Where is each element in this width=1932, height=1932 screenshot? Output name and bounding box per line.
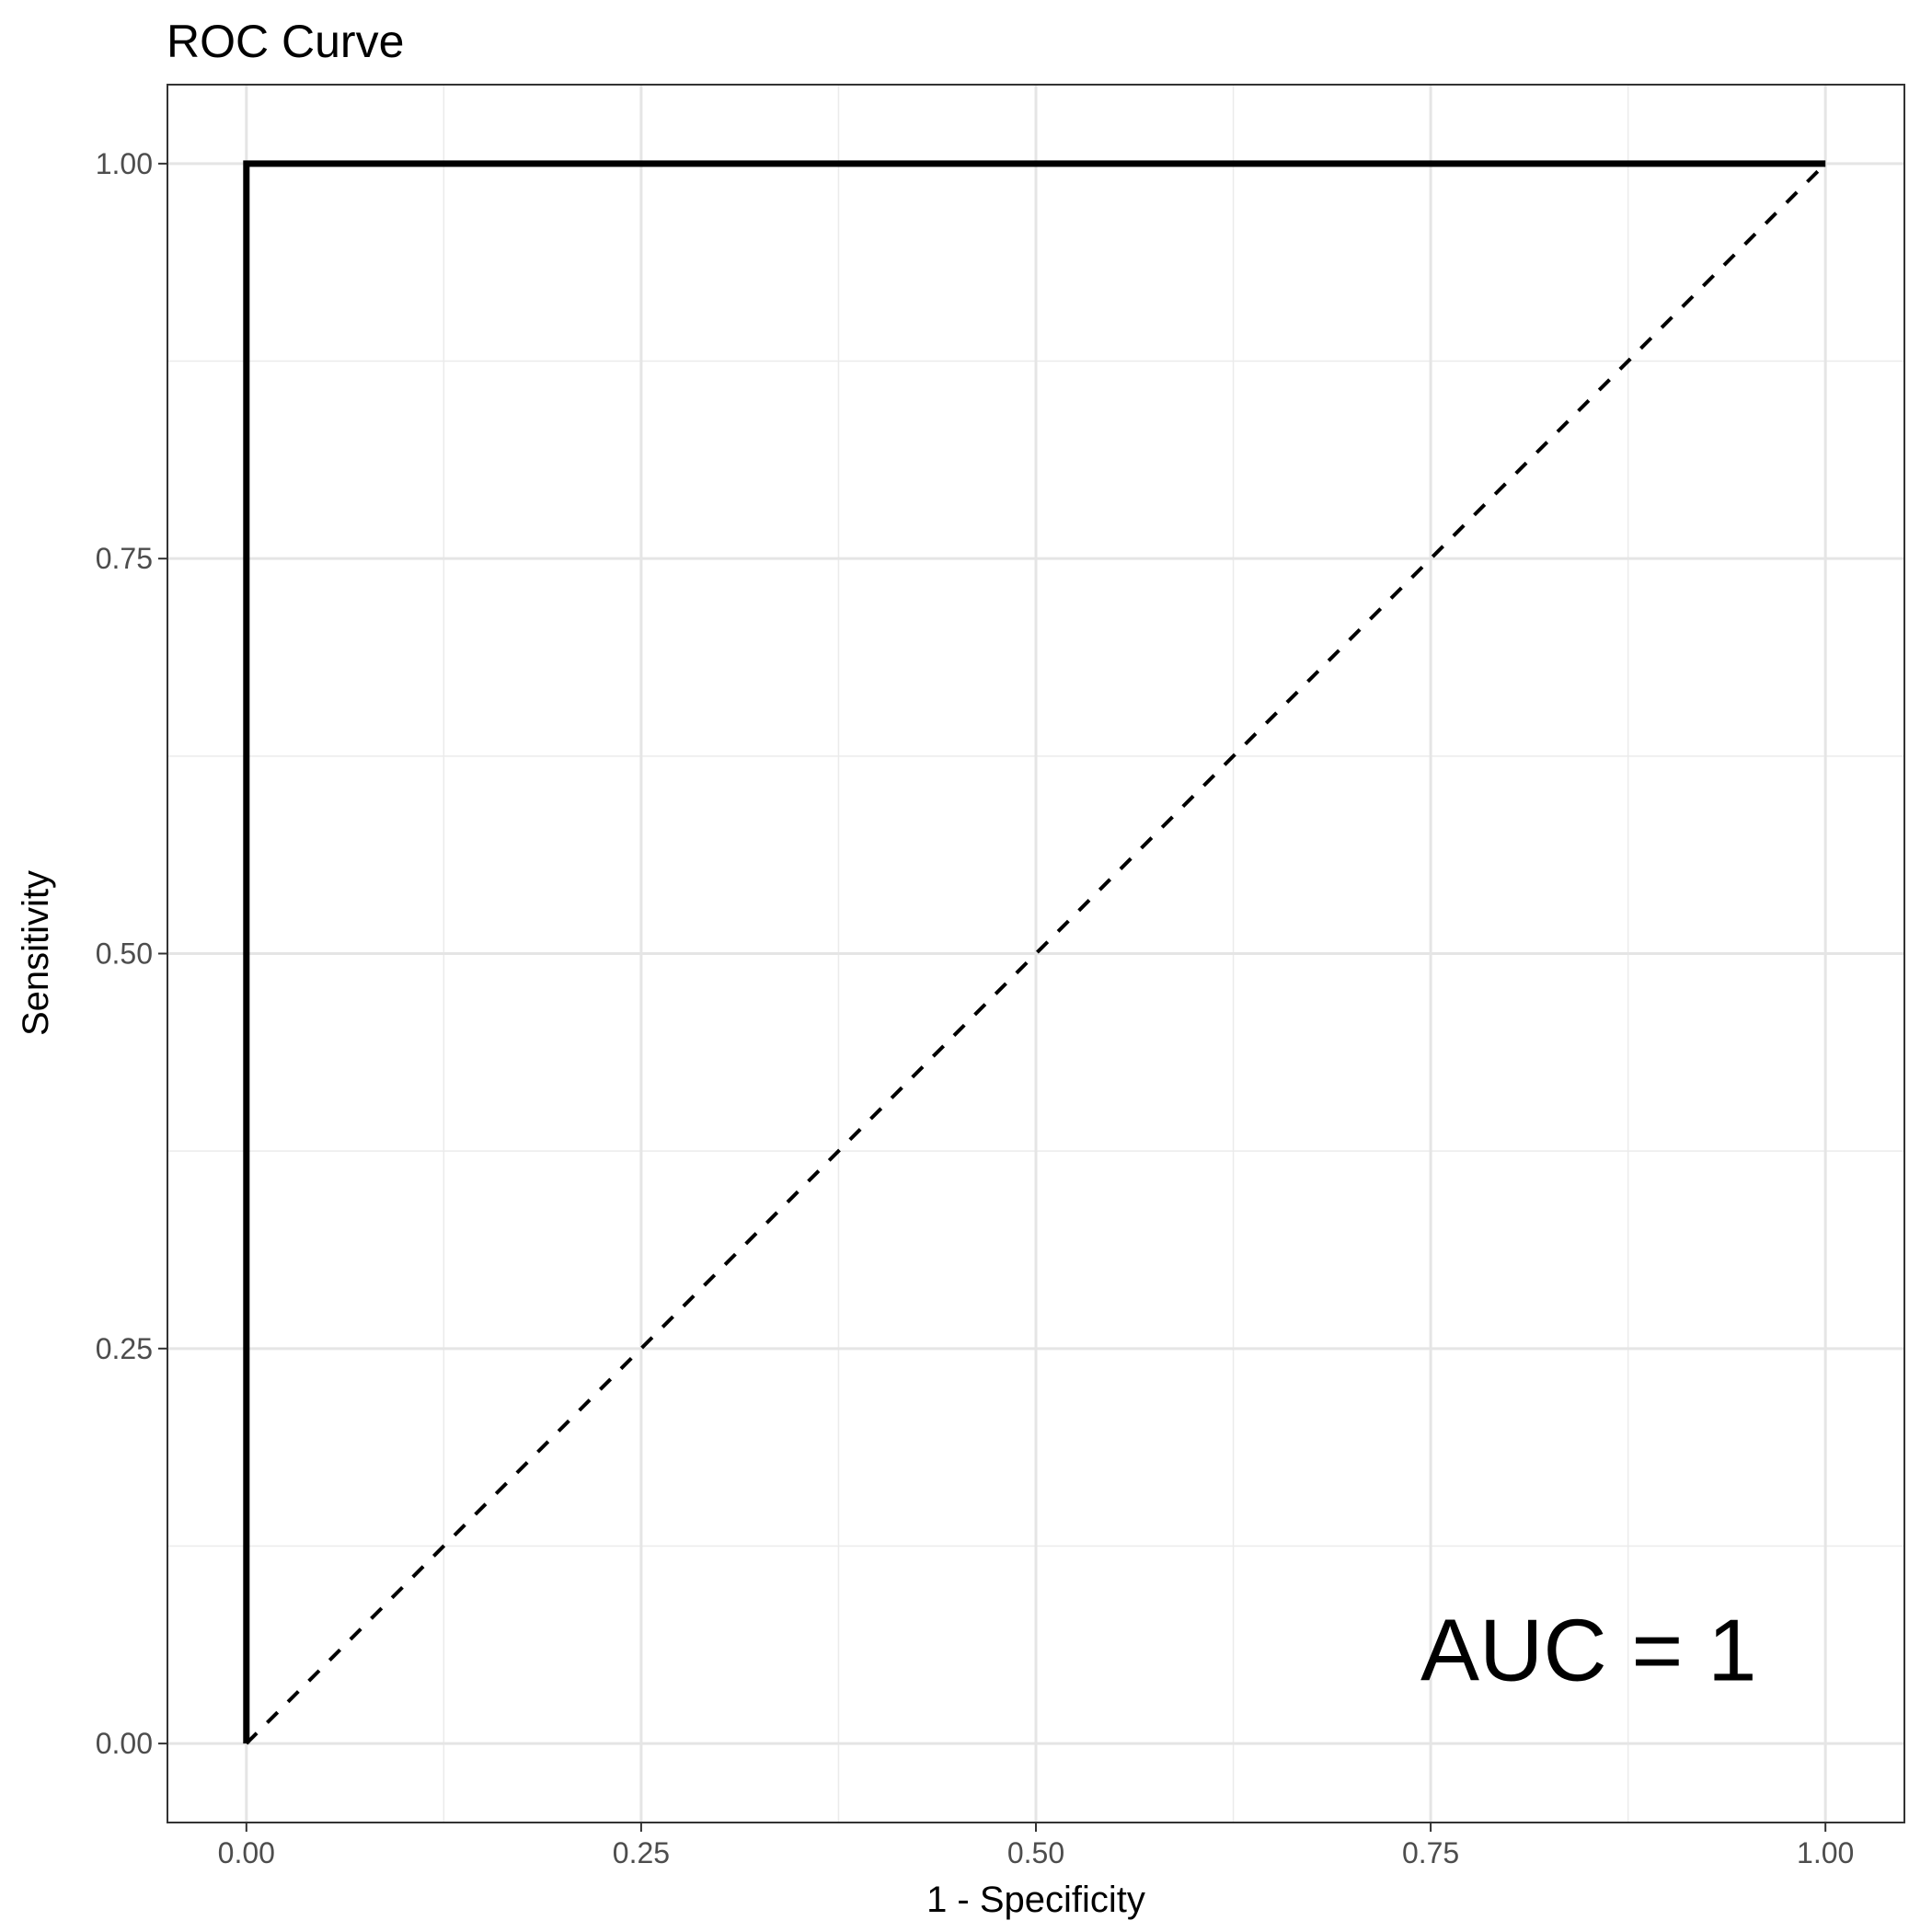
roc-curve-line [243,160,1826,1744]
x-tick-label: 0.25 [613,1836,670,1869]
x-tick-label: 0.00 [218,1836,275,1869]
x-tick-label: 0.75 [1402,1836,1459,1869]
y-axis-title: Sensitivity [16,870,56,1036]
plot-series [243,160,1827,1745]
chart-title: ROC Curve [167,16,404,67]
y-tick-label: 0.00 [96,1727,153,1760]
y-tick-label: 1.00 [96,147,153,180]
annotations: AUC = 1 [1420,1601,1756,1699]
auc-annotation: AUC = 1 [1420,1601,1756,1699]
y-tick-label: 0.75 [96,542,153,575]
x-tick-label: 1.00 [1797,1836,1854,1869]
x-tick-label: 0.50 [1007,1836,1064,1869]
axis-ticks: 0.00 0.25 0.50 0.75 1.00 0.00 0.25 0.50 0.75 1.00 [96,147,1855,1869]
reference-diagonal-line [245,162,1827,1745]
y-tick-label: 0.50 [96,937,153,971]
y-tick-label: 0.25 [96,1332,153,1365]
x-axis-title: 1 - Specificity [926,1880,1145,1920]
